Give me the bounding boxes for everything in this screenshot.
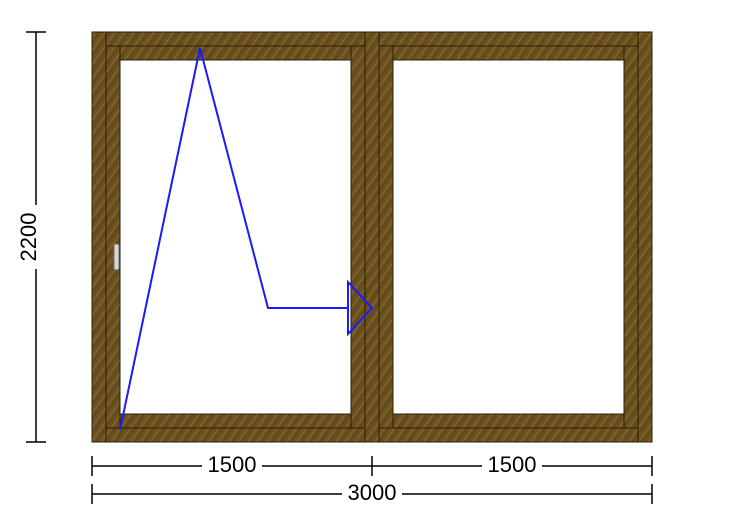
drawing-svg: 2200 1500 1500 3000 bbox=[0, 0, 749, 516]
dim-right-panel: 1500 bbox=[488, 452, 537, 477]
dim-left-panel: 1500 bbox=[208, 452, 257, 477]
technical-drawing: 2200 1500 1500 3000 bbox=[0, 0, 749, 516]
dim-height: 2200 bbox=[16, 213, 41, 262]
door-assembly bbox=[92, 32, 652, 442]
door-handle bbox=[114, 244, 119, 270]
dim-total-width: 3000 bbox=[348, 480, 397, 505]
